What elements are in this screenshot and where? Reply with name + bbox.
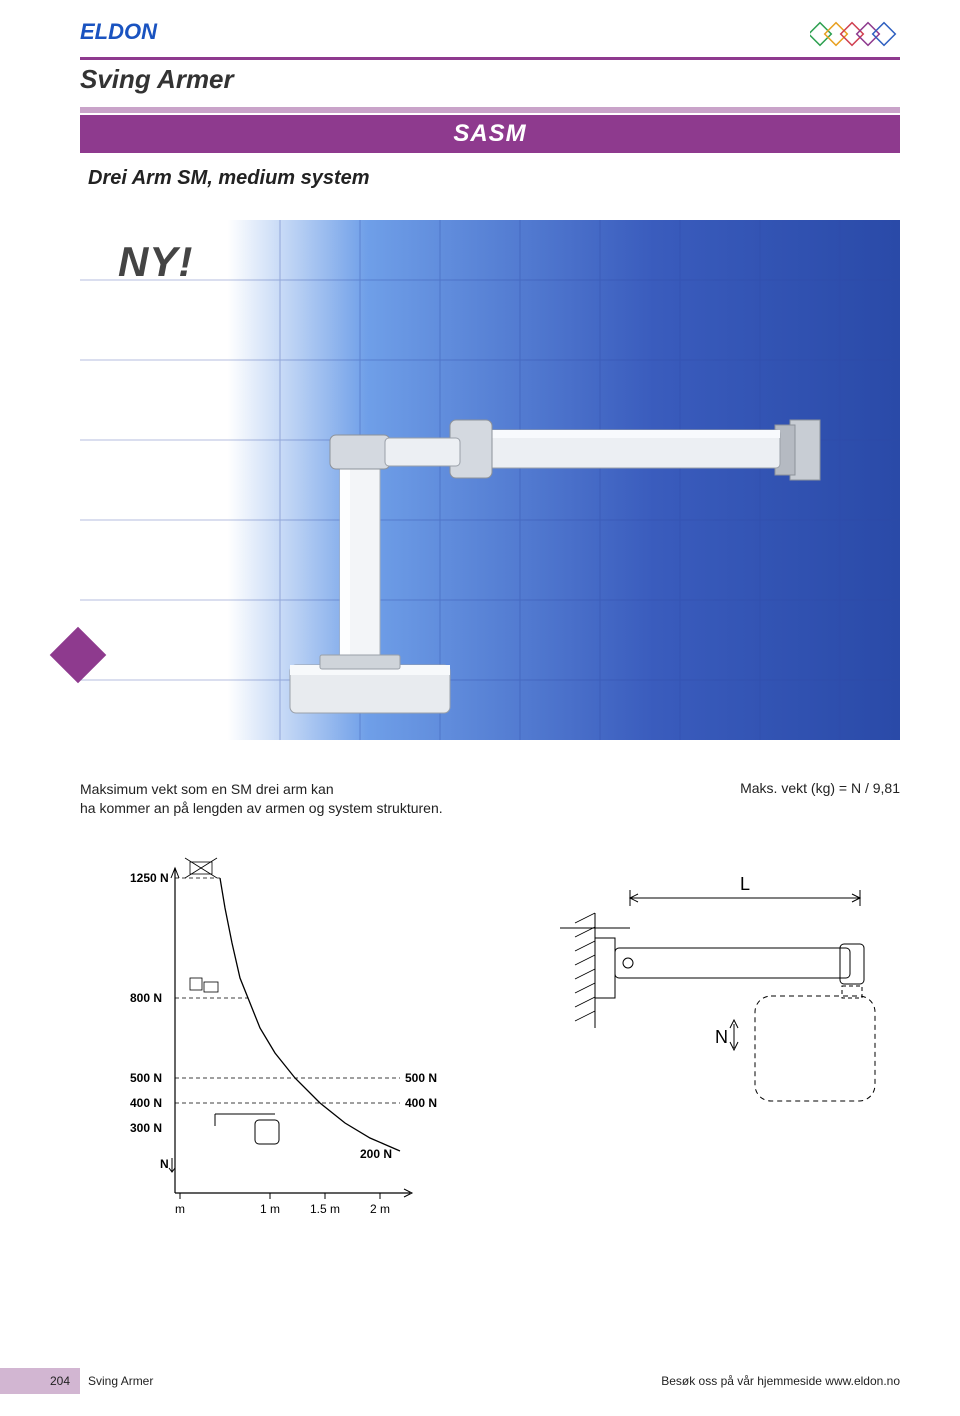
svg-text:500 N: 500 N bbox=[405, 1071, 437, 1085]
side-diagram: LN bbox=[520, 868, 900, 1168]
load-chart: N 1250 N 800 N 500 N 500 N 400 N 400 N 300 N 200… bbox=[80, 848, 460, 1238]
footer-left: Sving Armer bbox=[88, 1374, 153, 1388]
svg-text:2 m: 2 m bbox=[370, 1202, 390, 1216]
ny-badge: NY! bbox=[118, 238, 193, 286]
svg-text:300 N: 300 N bbox=[130, 1121, 162, 1135]
svg-text:400 N: 400 N bbox=[405, 1096, 437, 1110]
section-title: Sving Armer bbox=[80, 64, 900, 95]
svg-text:1250 N: 1250 N bbox=[130, 871, 169, 885]
svg-text:L: L bbox=[740, 874, 750, 894]
svg-text:200 N: 200 N bbox=[360, 1147, 392, 1161]
banner: SASM bbox=[80, 107, 900, 153]
svg-text:m: m bbox=[175, 1202, 185, 1216]
desc-line2: ha kommer an på lengden av armen og syst… bbox=[80, 800, 443, 816]
desc-formula: Maks. vekt (kg) = N / 9,81 bbox=[740, 780, 900, 818]
subtitle: Drei Arm SM, medium system bbox=[88, 167, 900, 190]
logo-text: ELDON bbox=[80, 20, 158, 44]
svg-text:500 N: 500 N bbox=[130, 1071, 162, 1085]
hero-image: NY! bbox=[80, 220, 900, 740]
description: Maksimum vekt som en SM drei arm kan ha … bbox=[80, 780, 900, 818]
eldon-logo: ELDON bbox=[80, 20, 190, 55]
svg-text:N: N bbox=[160, 1157, 169, 1171]
svg-text:N: N bbox=[715, 1027, 728, 1047]
svg-text:400 N: 400 N bbox=[130, 1096, 162, 1110]
svg-text:800 N: 800 N bbox=[130, 991, 162, 1005]
footer: 204 Sving Armer Besøk oss på vår hjemmes… bbox=[0, 1368, 960, 1394]
product-illustration bbox=[180, 320, 860, 720]
svg-text:1 m: 1 m bbox=[260, 1202, 280, 1216]
footer-right: Besøk oss på vår hjemmeside www.eldon.no bbox=[661, 1374, 900, 1388]
accent-bar bbox=[80, 57, 900, 60]
desc-line1: Maksimum vekt som en SM drei arm kan bbox=[80, 781, 334, 797]
banner-text: SASM bbox=[453, 120, 526, 148]
corner-decoration-icon bbox=[810, 18, 900, 55]
page-number: 204 bbox=[0, 1368, 80, 1394]
svg-text:1.5 m: 1.5 m bbox=[310, 1202, 340, 1216]
header: ELDON bbox=[80, 18, 900, 55]
